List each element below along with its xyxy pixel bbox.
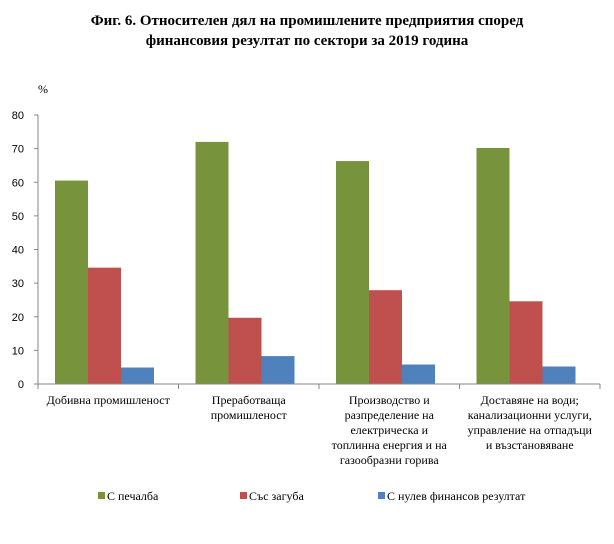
chart-title-line-2: финансовия резултат по сектори за 2019 г…	[146, 33, 469, 49]
legend-label: С печалба	[107, 489, 159, 503]
y-tick-label: 10	[12, 345, 24, 357]
y-tick-label: 80	[12, 110, 24, 122]
bar-series-3-cat-3	[402, 364, 435, 384]
y-tick-label: 40	[12, 245, 24, 257]
category-label-line: промишленост	[211, 408, 288, 422]
bar-series-3-cat-2	[261, 356, 295, 384]
legend-item-1: С печалба	[98, 489, 159, 503]
category-label-line: управление на отпадъци	[468, 423, 593, 437]
y-tick-label: 60	[12, 177, 24, 189]
category-label-line: електрическа и	[350, 423, 428, 437]
category-label-line: Преработваща	[212, 393, 287, 407]
y-tick-label: 20	[12, 312, 24, 324]
bar-series-1-cat-3	[336, 161, 369, 384]
y-tick-label: 70	[12, 144, 24, 156]
legend-item-3: С нулев финансов резултат	[378, 489, 526, 503]
x-axis	[37, 383, 601, 389]
legend-swatch	[240, 492, 247, 499]
bar-series-1-cat-2	[195, 141, 229, 384]
legend-item-2: Със загуба	[240, 489, 304, 503]
legend-label: С нулев финансов резултат	[387, 489, 526, 503]
category-label-line: Добивна промишленост	[47, 393, 171, 407]
chart-title: Фиг. 6. Относителен дял на промишлените …	[91, 13, 524, 49]
y-tick-label: 50	[12, 211, 24, 223]
bar-series-1-cat-1	[55, 180, 88, 384]
category-labels: Добивна промишленост Преработващапромишле…	[47, 393, 593, 467]
legend-swatch	[98, 492, 105, 499]
category-label-line: канализационни услуги,	[468, 408, 592, 422]
legend-label: Със загуба	[249, 489, 304, 503]
category-label-1: Добивна промишленост	[47, 393, 171, 407]
category-label-line: газообразни горива	[340, 453, 439, 467]
category-label-line: топлинна енергия и на	[332, 438, 448, 452]
bar-series-2-cat-4	[509, 301, 543, 384]
chart-title-line-1: Фиг. 6. Относителен дял на промишлените …	[91, 13, 524, 29]
y-axis: 0 10 20 30 40 50 60 70 80	[12, 110, 39, 391]
bar-series-2-cat-3	[369, 290, 402, 384]
legend: С печалба Със загуба С нулев финансов резу…	[98, 489, 526, 503]
bar-series-2-cat-1	[88, 267, 121, 384]
category-label-line: и възстановяване	[486, 438, 574, 452]
bar-series-1-cat-4	[476, 147, 510, 384]
bars	[55, 141, 576, 384]
bar-series-3-cat-4	[542, 366, 576, 384]
bar-series-2-cat-2	[228, 317, 262, 384]
y-tick-label: 0	[18, 379, 24, 391]
category-label-line: Доставяне на води;	[481, 393, 579, 407]
y-axis-unit-label: %	[38, 82, 48, 96]
category-label-line: Производство и	[349, 393, 430, 407]
category-label-4: Доставяне на води;канализационни услуги,…	[468, 393, 593, 452]
category-label-line: разпределение на	[345, 408, 435, 422]
y-tick-label: 30	[12, 278, 24, 290]
legend-swatch	[378, 492, 385, 499]
bar-series-3-cat-1	[121, 367, 154, 384]
